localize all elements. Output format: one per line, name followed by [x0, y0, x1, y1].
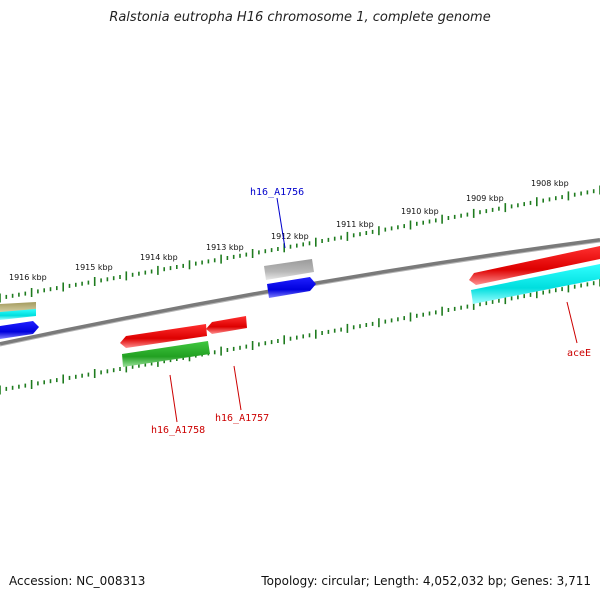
scale-label-1910: 1910 kbp — [401, 207, 439, 216]
scale-label-1912: 1912 kbp — [271, 232, 309, 241]
scale-label-1909: 1909 kbp — [466, 194, 504, 203]
scale-label-1916: 1916 kbp — [9, 273, 47, 282]
gene-h16-A1757-red[interactable] — [206, 316, 247, 334]
scale-label-1915: 1915 kbp — [75, 263, 113, 272]
gene-cyan-left[interactable] — [0, 309, 36, 320]
gene-h16-A1758-red[interactable] — [120, 324, 207, 348]
topology-text: Topology: circular; Length: 4,052,032 bp… — [261, 574, 591, 588]
gene-label-h16-A1756[interactable]: h16_A1756 — [250, 187, 304, 198]
scale-label-1911: 1911 kbp — [336, 220, 374, 229]
leader-h16-A1756 — [276, 197, 286, 249]
scale-label-1914: 1914 kbp — [140, 253, 178, 262]
gene-label-h16-A1758[interactable]: h16_A1758 — [151, 425, 205, 436]
leader-aceE — [566, 301, 578, 344]
scale-label-1913: 1913 kbp — [206, 243, 244, 252]
gene-label-h16-A1757[interactable]: h16_A1757 — [215, 413, 269, 424]
leader-h16-A1758 — [169, 374, 178, 423]
gene-label-aceE[interactable]: aceE — [567, 348, 591, 359]
accession-text: Accession: NC_008313 — [9, 574, 146, 588]
gene-h16-A1756-blue[interactable] — [267, 277, 316, 298]
gene-h16-A1756[interactable] — [264, 259, 314, 280]
leader-h16-A1757 — [233, 365, 242, 411]
gene-aceE-red[interactable] — [469, 246, 600, 285]
map-title: Ralstonia eutropha H16 chromosome 1, com… — [109, 10, 491, 25]
gene-blue-left[interactable] — [0, 321, 39, 339]
scale-labels: 1916 kbp 1915 kbp 1914 kbp 1913 kbp 1912… — [9, 179, 569, 282]
gene-aceE-cyan[interactable] — [471, 264, 600, 304]
gene-h16-A1758-green[interactable] — [122, 341, 210, 367]
scale-label-1908: 1908 kbp — [531, 179, 569, 188]
